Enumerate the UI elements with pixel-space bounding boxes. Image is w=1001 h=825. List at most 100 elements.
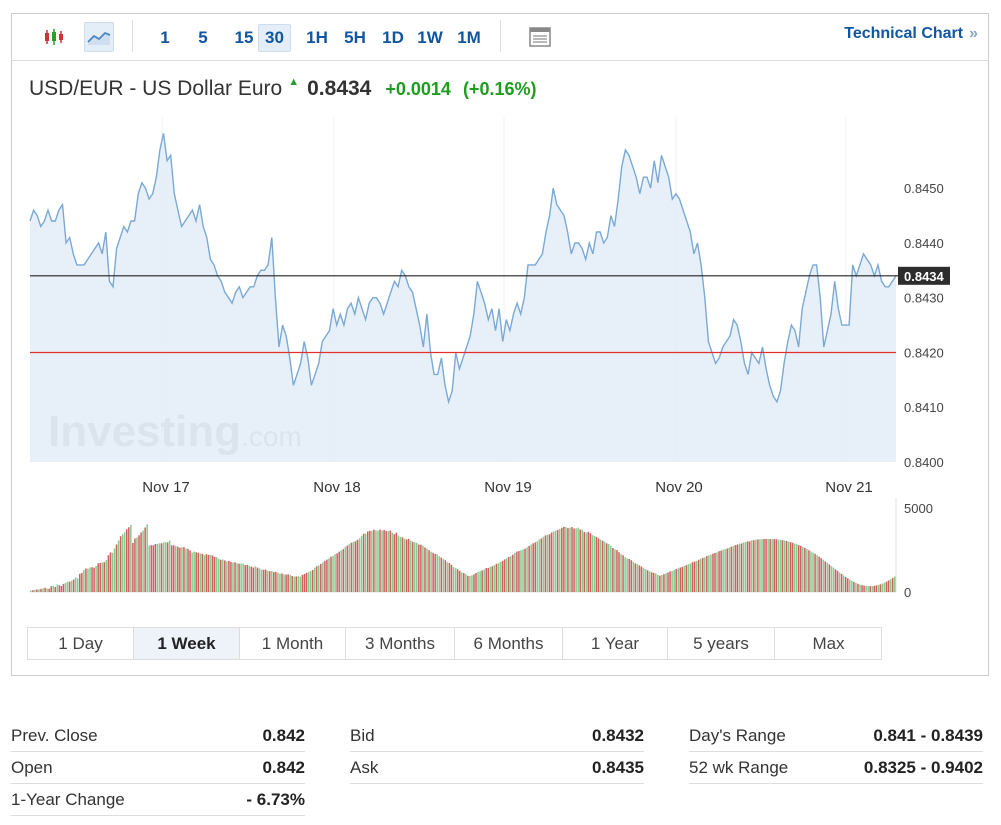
volume-bar <box>816 555 818 592</box>
volume-bar <box>493 565 496 592</box>
volume-bar <box>681 566 684 592</box>
volume-bar <box>520 550 522 592</box>
volume-bar <box>599 539 602 592</box>
stat-row: Prev. Close 0.842 <box>11 720 305 752</box>
candlestick-icon[interactable] <box>39 22 69 52</box>
volume-bar <box>875 585 878 592</box>
volume-bar <box>56 584 59 592</box>
volume-bar <box>434 554 436 592</box>
technical-chart-label: Technical Chart <box>844 25 964 42</box>
volume-bar <box>603 541 606 592</box>
table-icon[interactable] <box>525 22 555 52</box>
period-tab-3-months[interactable]: 3 Months <box>346 628 455 659</box>
area-chart-icon[interactable] <box>84 22 114 52</box>
stat-label: 52 wk Range <box>689 757 789 777</box>
volume-bar <box>121 534 124 592</box>
volume-bar <box>657 574 659 592</box>
interval-1[interactable]: 1 <box>160 28 170 47</box>
period-tab-6-months[interactable]: 6 Months <box>455 628 563 659</box>
volume-bar <box>144 527 146 592</box>
volume-bar <box>340 550 342 592</box>
volume-bar <box>697 559 700 592</box>
volume-bar <box>324 560 326 592</box>
volume-bar <box>667 572 669 592</box>
volume-bar <box>530 544 532 592</box>
volume-bar <box>74 577 77 592</box>
volume-bar <box>395 532 398 592</box>
volume-bar <box>728 547 731 592</box>
interval-30[interactable]: 30 <box>258 24 291 52</box>
period-tab-1-week[interactable]: 1 Week <box>134 628 240 659</box>
interval-5[interactable]: 5 <box>198 28 208 47</box>
volume-bar <box>91 567 93 592</box>
technical-chart-link[interactable]: Technical Chart » <box>844 25 978 43</box>
interval-15[interactable]: 15 <box>234 28 254 47</box>
volume-bar <box>524 548 526 592</box>
volume-bar <box>313 567 316 592</box>
volume-bar <box>526 547 528 592</box>
interval-5h[interactable]: 5H <box>344 28 366 47</box>
volume-bar <box>881 583 884 592</box>
interval-1m[interactable]: 1M <box>457 28 481 47</box>
period-tab-1-month[interactable]: 1 Month <box>240 628 346 659</box>
price-change: +0.0014 <box>385 79 451 99</box>
stat-row: Day's Range 0.841 - 0.8439 <box>689 720 983 752</box>
volume-bar <box>70 580 73 592</box>
period-tab-5-years[interactable]: 5 years <box>668 628 775 659</box>
volume-bar <box>893 576 896 592</box>
volume-bar <box>597 538 600 592</box>
volume-bar <box>550 532 553 592</box>
volume-bar <box>546 534 549 592</box>
volume-bar <box>103 562 106 592</box>
volume-bar <box>544 535 547 592</box>
stat-label: Ask <box>350 757 379 777</box>
volume-bar <box>338 551 340 592</box>
volume-bar <box>273 572 275 592</box>
volume-bar <box>36 589 38 592</box>
stat-value: 0.8435 <box>592 757 644 777</box>
volume-bar <box>765 539 767 592</box>
volume-bar <box>150 545 153 592</box>
volume-bar <box>859 584 861 592</box>
volume-bar <box>332 555 334 592</box>
volume-bar <box>109 552 112 592</box>
volume-bar <box>465 574 467 592</box>
volume-bar <box>773 539 775 592</box>
volume-bar <box>853 581 855 592</box>
volume-bar <box>487 567 490 592</box>
volume-bar <box>138 535 140 592</box>
price-area <box>30 133 896 462</box>
volume-bar <box>800 545 802 592</box>
volume-bar <box>244 565 246 592</box>
interval-1d[interactable]: 1D <box>382 28 404 47</box>
volume-bar <box>387 531 389 592</box>
period-tab-max[interactable]: Max <box>812 634 845 653</box>
volume-bar <box>38 589 40 592</box>
volume-bar <box>232 562 234 592</box>
volume-bar <box>322 562 324 592</box>
period-tab-1-year[interactable]: 1 Year <box>563 628 668 659</box>
volume-bar <box>299 576 302 592</box>
volume-bar <box>99 563 101 592</box>
volume-bar <box>234 562 236 592</box>
volume-bar <box>411 541 414 592</box>
period-tab-1-day[interactable]: 1 Day <box>28 628 134 659</box>
volume-bar <box>793 543 796 592</box>
volume-bar <box>311 569 314 592</box>
volume-bar <box>477 571 479 592</box>
volume-bar <box>60 586 63 592</box>
volume-bar <box>175 546 177 592</box>
volume-bar <box>618 552 620 592</box>
volume-bar <box>221 559 224 592</box>
interval-1w[interactable]: 1W <box>417 28 443 47</box>
volume-bar <box>661 575 663 592</box>
volume-bar <box>44 587 46 592</box>
x-tick-label: Nov 21 <box>825 479 873 496</box>
interval-1h[interactable]: 1H <box>306 28 328 47</box>
volume-bar <box>228 560 230 592</box>
instrument-name: USD/EUR - US Dollar Euro <box>29 77 283 100</box>
stat-label: Day's Range <box>689 725 786 745</box>
volume-bar <box>514 552 516 592</box>
volume-bar <box>646 570 649 592</box>
volume-bar <box>426 548 428 592</box>
